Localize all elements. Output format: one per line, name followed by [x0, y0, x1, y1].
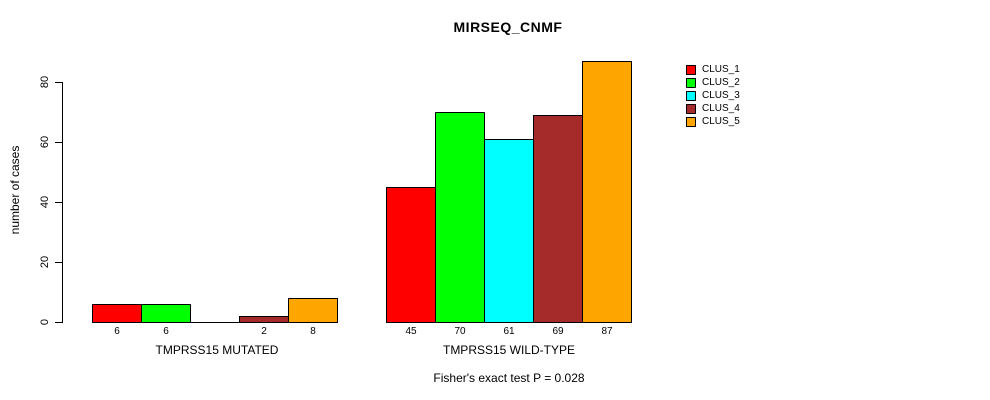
y-axis-tick — [55, 142, 62, 143]
legend: CLUS_1 CLUS_2 CLUS_3 CLUS_4 CLUS_5 — [686, 63, 740, 128]
bar-value-label: 87 — [601, 326, 613, 337]
y-axis-tick-label: 40 — [39, 195, 51, 209]
bar-clus-3-group-1 — [190, 322, 240, 323]
y-axis-tick — [55, 322, 62, 323]
y-axis-tick — [55, 262, 62, 263]
legend-item: CLUS_5 — [686, 115, 740, 128]
legend-item-label: CLUS_4 — [702, 103, 740, 114]
legend-item: CLUS_3 — [686, 89, 740, 102]
legend-color-swatch-clus-5 — [686, 116, 696, 127]
bar-clus-2-group-1 — [141, 304, 191, 323]
bar-clus-4-group-1 — [239, 316, 289, 323]
bar-clus-1-group-1 — [92, 304, 142, 323]
legend-color-swatch-clus-1 — [686, 64, 696, 75]
legend-color-swatch-clus-2 — [686, 77, 696, 88]
bar-clus-4-group-2 — [533, 115, 583, 323]
bar-value-label: 6 — [114, 326, 120, 337]
bar-clus-5-group-1 — [288, 298, 338, 323]
legend-item-label: CLUS_1 — [702, 64, 740, 75]
bar-clus-1-group-2 — [386, 187, 436, 323]
y-axis-line — [62, 82, 63, 323]
x-axis-category-label-mutated: TMPRSS15 MUTATED — [155, 343, 279, 357]
x-axis-category-label-wild-type: TMPRSS15 WILD-TYPE — [442, 343, 576, 357]
legend-item-label: CLUS_3 — [702, 90, 740, 101]
bar-value-label: 8 — [310, 326, 316, 337]
bar-value-label: 45 — [405, 326, 417, 337]
bar-clus-2-group-2 — [435, 112, 485, 323]
bar-clus-5-group-2 — [582, 61, 632, 323]
legend-color-swatch-clus-3 — [686, 90, 696, 101]
y-axis-tick-label: 80 — [39, 75, 51, 89]
bar-clus-3-group-2 — [484, 139, 534, 323]
bar-value-label: 6 — [163, 326, 169, 337]
fisher-test-annotation: Fisher's exact test P = 0.028 — [433, 371, 585, 385]
y-axis-tick — [55, 82, 62, 83]
legend-item-label: CLUS_2 — [702, 77, 740, 88]
legend-item: CLUS_2 — [686, 76, 740, 89]
bar-value-label: 2 — [261, 326, 267, 337]
y-axis-label: number of cases — [8, 145, 22, 235]
legend-item: CLUS_1 — [686, 63, 740, 76]
y-axis-tick-label: 60 — [39, 135, 51, 149]
bar-value-label: 70 — [454, 326, 466, 337]
legend-item: CLUS_4 — [686, 102, 740, 115]
bar-value-label: 61 — [503, 326, 515, 337]
legend-item-label: CLUS_5 — [702, 116, 740, 127]
y-axis-tick — [55, 202, 62, 203]
legend-color-swatch-clus-4 — [686, 103, 696, 114]
chart-title: MIRSEQ_CNMF — [453, 19, 563, 35]
y-axis-tick-label: 20 — [39, 255, 51, 269]
y-axis-tick-label: 0 — [39, 318, 51, 326]
bar-value-label: 69 — [552, 326, 564, 337]
